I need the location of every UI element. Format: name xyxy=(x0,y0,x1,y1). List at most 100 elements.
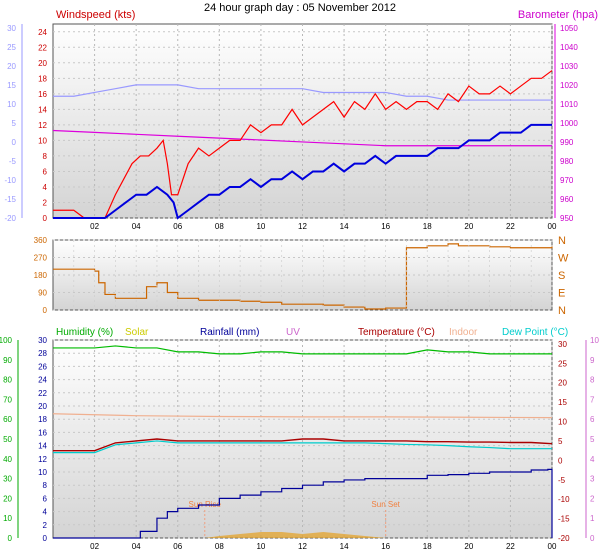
direction-y-left-tick-label: 360 xyxy=(34,236,48,245)
wind-x-tick-label: 10 xyxy=(256,222,265,231)
rainfall-y-tick-label: 18 xyxy=(38,415,47,424)
compass-label: S xyxy=(558,270,565,282)
wind-y-left-tick-label: 20 xyxy=(38,59,47,68)
climate-x-tick-label: 18 xyxy=(423,542,432,551)
wind-x-tick-label: 02 xyxy=(90,222,99,231)
baro-y-right-tick-label: 1000 xyxy=(560,119,578,128)
direction-y-left-tick-label: 270 xyxy=(34,254,48,263)
temp-y-outer-tick-label: -15 xyxy=(4,195,16,204)
climate-x-tick-label: 02 xyxy=(90,542,99,551)
temperature-y-tick-label: 25 xyxy=(558,359,567,368)
wind-y-left-tick-label: 8 xyxy=(43,152,48,161)
temp-y-outer-tick-label: 20 xyxy=(7,62,16,71)
temperature-y-tick-label: -10 xyxy=(558,495,570,504)
climate-legend-item: Rainfall (mm) xyxy=(200,327,259,338)
climate-legend-item: UV xyxy=(286,327,300,338)
wind-plot-area xyxy=(53,24,552,218)
temp-y-outer-tick-label: 25 xyxy=(7,43,16,52)
temp-y-outer-tick-label: 15 xyxy=(7,81,16,90)
wind-x-tick-label: 12 xyxy=(298,222,307,231)
temperature-y-tick-label: 10 xyxy=(558,418,567,427)
barometer-legend: Barometer (hpa) xyxy=(518,9,598,21)
rainfall-y-tick-label: 14 xyxy=(38,442,47,451)
humidity-y-tick-label: 50 xyxy=(3,435,12,444)
rainfall-y-tick-label: 4 xyxy=(43,508,48,517)
climate-x-tick-label: 12 xyxy=(298,542,307,551)
rainfall-y-tick-label: 28 xyxy=(38,349,47,358)
uv-y-tick-label: 5 xyxy=(590,435,595,444)
rainfall-y-tick-label: 26 xyxy=(38,362,47,371)
temperature-y-tick-label: 15 xyxy=(558,398,567,407)
wind-y-left-tick-label: 6 xyxy=(43,167,48,176)
temp-y-outer-tick-label: 0 xyxy=(12,138,17,147)
wind-y-left-tick-label: 0 xyxy=(43,214,48,223)
baro-y-right-tick-label: 1010 xyxy=(560,100,578,109)
baro-y-right-tick-label: 1030 xyxy=(560,62,578,71)
humidity-y-tick-label: 10 xyxy=(3,514,12,523)
temperature-y-tick-label: -20 xyxy=(558,534,570,543)
rainfall-y-tick-label: 0 xyxy=(43,534,48,543)
climate-x-tick-label: 22 xyxy=(506,542,515,551)
baro-y-right-tick-label: 990 xyxy=(560,138,574,147)
baro-y-right-tick-label: 960 xyxy=(560,195,574,204)
compass-label: N xyxy=(558,235,566,247)
climate-x-tick-label: 06 xyxy=(173,542,182,551)
wind-y-left-tick-label: 24 xyxy=(38,28,47,37)
humidity-y-tick-label: 30 xyxy=(3,475,12,484)
climate-legend-item: Temperature (°C) xyxy=(358,327,435,338)
climate-x-tick-label: 20 xyxy=(464,542,473,551)
wind-x-tick-label: 22 xyxy=(506,222,515,231)
temp-y-outer-tick-label: -10 xyxy=(4,176,16,185)
baro-y-right-tick-label: 980 xyxy=(560,157,574,166)
graph-title: 24 hour graph day : 05 November 2012 xyxy=(204,2,396,14)
direction-y-left-tick-label: 0 xyxy=(43,306,48,315)
climate-x-tick-label: 10 xyxy=(256,542,265,551)
wind-y-left-tick-label: 16 xyxy=(38,90,47,99)
uv-y-tick-label: 9 xyxy=(590,356,595,365)
wind-x-tick-label: 00 xyxy=(548,222,557,231)
temp-y-outer-tick-label: 10 xyxy=(7,100,16,109)
sun-marker-label: Sun Set xyxy=(371,500,400,509)
temperature-y-tick-label: -5 xyxy=(558,476,566,485)
climate-legend-item: Solar xyxy=(125,327,149,338)
temp-y-outer-tick-label: 5 xyxy=(12,119,17,128)
humidity-y-tick-label: 60 xyxy=(3,415,12,424)
compass-label: W xyxy=(558,253,569,265)
uv-y-tick-label: 4 xyxy=(590,455,595,464)
humidity-y-tick-label: 80 xyxy=(3,376,12,385)
baro-y-right-tick-label: 1020 xyxy=(560,81,578,90)
uv-y-tick-label: 0 xyxy=(590,534,595,543)
temp-y-outer-tick-label: -5 xyxy=(9,157,17,166)
uv-y-tick-label: 3 xyxy=(590,475,595,484)
wind-y-left-tick-label: 12 xyxy=(38,121,47,130)
baro-y-right-tick-label: 970 xyxy=(560,176,574,185)
wind-y-left-tick-label: 4 xyxy=(43,183,48,192)
rainfall-y-tick-label: 6 xyxy=(43,494,48,503)
direction-y-left-tick-label: 180 xyxy=(34,271,48,280)
compass-label: E xyxy=(558,288,565,300)
baro-y-right-tick-label: 950 xyxy=(560,214,574,223)
rainfall-y-tick-label: 16 xyxy=(38,428,47,437)
wind-y-left-tick-label: 2 xyxy=(43,198,48,207)
uv-y-tick-label: 7 xyxy=(590,395,595,404)
rainfall-y-tick-label: 22 xyxy=(38,389,47,398)
rainfall-y-tick-label: 8 xyxy=(43,481,48,490)
climate-x-tick-label: 14 xyxy=(340,542,349,551)
humidity-y-tick-label: 0 xyxy=(8,534,13,543)
humidity-y-tick-label: 70 xyxy=(3,395,12,404)
rainfall-y-tick-label: 30 xyxy=(38,336,47,345)
climate-x-tick-label: 00 xyxy=(548,542,557,551)
baro-y-right-tick-label: 1040 xyxy=(560,43,578,52)
wind-y-left-tick-label: 14 xyxy=(38,105,47,114)
humidity-y-tick-label: 100 xyxy=(0,336,13,345)
climate-legend-item: Humidity (%) xyxy=(56,327,113,338)
rainfall-y-tick-label: 2 xyxy=(43,521,48,530)
temperature-y-tick-label: 30 xyxy=(558,340,567,349)
wind-y-left-tick-label: 22 xyxy=(38,43,47,52)
wind-x-tick-label: 06 xyxy=(173,222,182,231)
wind-x-tick-label: 20 xyxy=(464,222,473,231)
humidity-y-tick-label: 90 xyxy=(3,356,12,365)
wind-legend: Windspeed (kts) xyxy=(56,9,135,21)
